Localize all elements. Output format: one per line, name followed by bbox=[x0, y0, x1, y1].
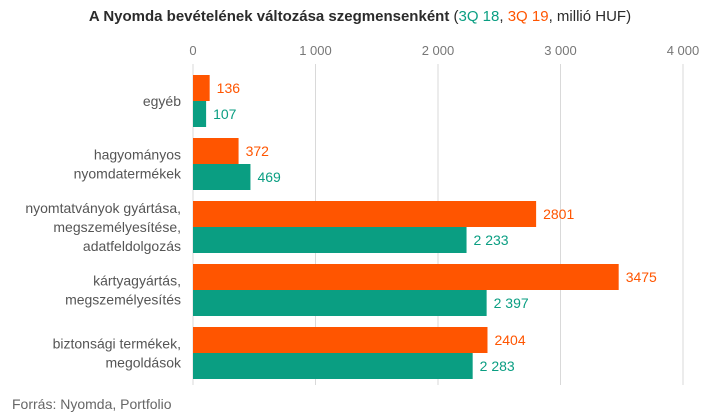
data-label: 2404 bbox=[494, 332, 525, 348]
category-label-line: egyéb bbox=[143, 93, 181, 109]
x-tick-label: 2 000 bbox=[422, 43, 455, 58]
category-label-line: kártyagyártás, bbox=[93, 273, 181, 289]
data-label: 107 bbox=[213, 106, 237, 122]
bar-3q18 bbox=[193, 290, 487, 316]
data-label: 372 bbox=[246, 143, 270, 159]
category-label-line: nyomdatermékek bbox=[74, 166, 182, 182]
data-label: 2 233 bbox=[474, 232, 509, 248]
chart-title: A Nyomda bevételének változása szegmense… bbox=[0, 8, 720, 25]
bar-3q18 bbox=[193, 353, 473, 379]
category-label: kártyagyártás, megszemélyesítés bbox=[65, 273, 181, 308]
source-note: Forrás: Nyomda, Portfolio bbox=[12, 396, 172, 412]
title-main: A Nyomda bevételének változása szegmense… bbox=[88, 8, 450, 25]
bar-3q18 bbox=[193, 227, 467, 253]
x-tick-label: 0 bbox=[189, 43, 196, 58]
bar-3q18 bbox=[193, 164, 251, 190]
category-label-line: hagyományos bbox=[94, 147, 181, 163]
category-label-line: nyomtatványok gyártása, bbox=[25, 200, 181, 216]
data-label: 2801 bbox=[543, 206, 574, 222]
bar-3q19 bbox=[193, 264, 619, 290]
data-label: 2 283 bbox=[480, 358, 515, 374]
category-label-line: biztonsági termékek, bbox=[53, 336, 181, 352]
x-tick-label: 4 000 bbox=[667, 43, 700, 58]
bar-3q19 bbox=[193, 75, 210, 101]
bar-3q19 bbox=[193, 327, 488, 353]
category-label: egyéb bbox=[143, 93, 181, 109]
x-tick-label: 3 000 bbox=[544, 43, 577, 58]
x-tick-label: 1 000 bbox=[299, 43, 332, 58]
title-separator: , bbox=[499, 8, 508, 25]
category-label-line: megszemélyesítése, bbox=[53, 219, 181, 235]
title-series-3q18: 3Q 18 bbox=[458, 8, 500, 25]
category-label: hagyományos nyomdatermékek bbox=[74, 147, 182, 182]
title-units: , millió HUF) bbox=[548, 8, 632, 25]
data-label: 3475 bbox=[626, 269, 657, 285]
title-series-3q19: 3Q 19 bbox=[507, 8, 549, 25]
category-label-line: megoldások bbox=[106, 355, 182, 371]
bar-3q18 bbox=[193, 101, 207, 127]
category-label-line: megszemélyesítés bbox=[65, 292, 181, 308]
bar-3q19 bbox=[193, 138, 239, 164]
bar-3q19 bbox=[193, 201, 537, 227]
data-label: 2 397 bbox=[494, 295, 529, 311]
data-label: 136 bbox=[217, 80, 241, 96]
category-label-line: adatfeldolgozás bbox=[83, 238, 181, 254]
category-label: nyomtatványok gyártása, megszemélyesítése… bbox=[25, 200, 181, 254]
data-label: 469 bbox=[257, 169, 281, 185]
title-open: ( bbox=[449, 8, 459, 25]
category-label: biztonsági termékek, megoldások bbox=[53, 336, 182, 371]
